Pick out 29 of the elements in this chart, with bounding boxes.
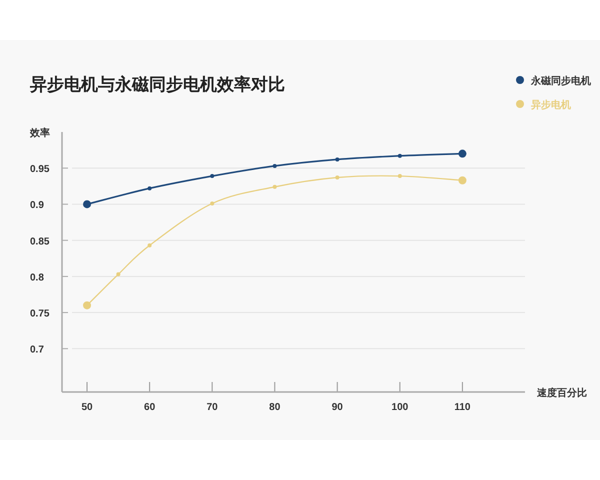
y-tick-label: 0.95 — [30, 164, 50, 176]
x-tick-label: 60 — [144, 402, 156, 413]
point — [148, 186, 152, 190]
x-tick-label: 50 — [81, 402, 94, 413]
legend-label: 异步电机 — [530, 99, 571, 111]
y-tick-label: 0.9 — [30, 200, 44, 212]
point — [272, 184, 277, 189]
y-tick-label: 0.8 — [30, 272, 44, 284]
x-tick-label: 110 — [454, 402, 471, 413]
point — [148, 243, 152, 248]
point — [210, 202, 214, 206]
x-tick-label: 80 — [269, 402, 281, 413]
x-tick-label: 90 — [332, 402, 344, 413]
point — [116, 272, 120, 276]
chart-title: 异步电机与永磁同步电机效率对比 — [29, 75, 285, 94]
point — [272, 164, 277, 168]
x-axis-title: 速度百分比 — [536, 387, 587, 399]
point — [398, 154, 402, 158]
point — [335, 176, 340, 180]
y-axis-title: 效率 — [29, 127, 50, 139]
point — [210, 174, 214, 178]
y-tick-label: 0.85 — [30, 236, 50, 248]
point — [335, 157, 340, 162]
point — [398, 174, 402, 178]
y-tick-label: 0.75 — [30, 308, 50, 320]
y-tick-label: 0.7 — [30, 344, 44, 356]
x-tick-label: 70 — [206, 402, 218, 413]
legend-label: 永磁同步电机 — [530, 75, 591, 87]
x-tick-label: 100 — [392, 402, 409, 413]
